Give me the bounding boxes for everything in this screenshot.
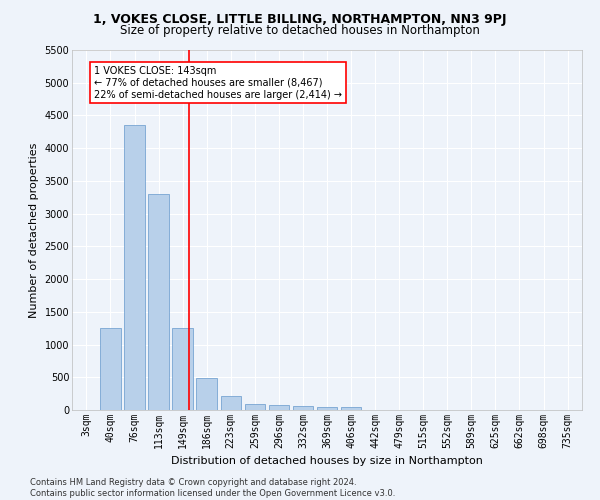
Bar bbox=[317, 406, 337, 410]
Y-axis label: Number of detached properties: Number of detached properties bbox=[29, 142, 39, 318]
Bar bbox=[293, 406, 313, 410]
Bar bbox=[148, 194, 169, 410]
Text: Size of property relative to detached houses in Northampton: Size of property relative to detached ho… bbox=[120, 24, 480, 37]
Bar bbox=[172, 328, 193, 410]
Bar bbox=[124, 126, 145, 410]
Text: 1 VOKES CLOSE: 143sqm
← 77% of detached houses are smaller (8,467)
22% of semi-d: 1 VOKES CLOSE: 143sqm ← 77% of detached … bbox=[94, 66, 341, 100]
Bar bbox=[196, 378, 217, 410]
Bar bbox=[221, 396, 241, 410]
Bar bbox=[341, 406, 361, 410]
Bar bbox=[100, 328, 121, 410]
X-axis label: Distribution of detached houses by size in Northampton: Distribution of detached houses by size … bbox=[171, 456, 483, 466]
Bar bbox=[245, 404, 265, 410]
Text: 1, VOKES CLOSE, LITTLE BILLING, NORTHAMPTON, NN3 9PJ: 1, VOKES CLOSE, LITTLE BILLING, NORTHAMP… bbox=[93, 12, 507, 26]
Text: Contains HM Land Registry data © Crown copyright and database right 2024.
Contai: Contains HM Land Registry data © Crown c… bbox=[30, 478, 395, 498]
Bar bbox=[269, 405, 289, 410]
